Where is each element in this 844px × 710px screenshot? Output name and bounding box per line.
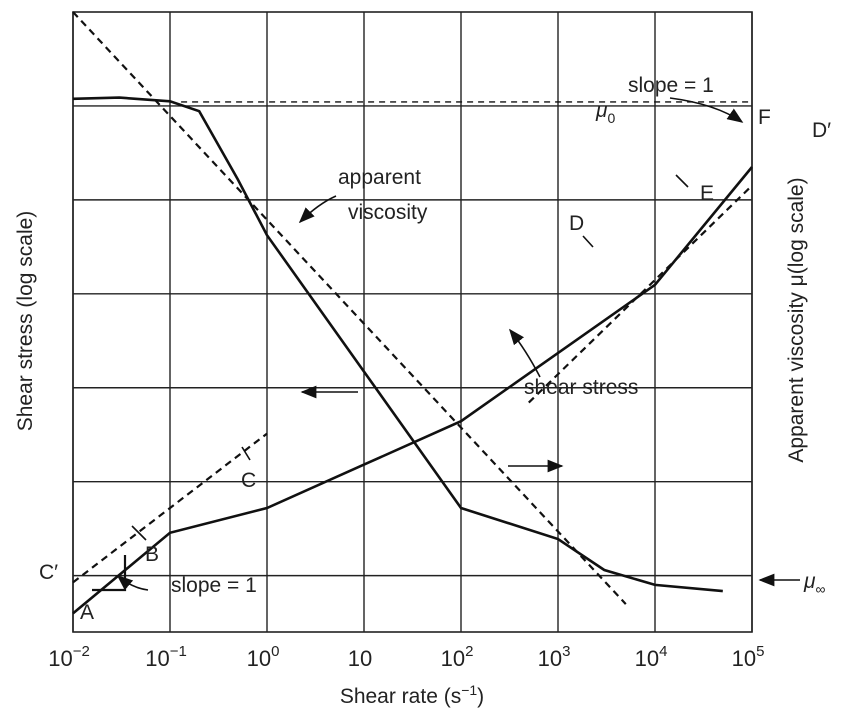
plot-frame <box>72 11 753 633</box>
grid <box>72 12 753 632</box>
point-c-label: C <box>241 469 256 492</box>
slope-top-pointer <box>669 97 744 123</box>
point-e-label: E <box>700 182 714 205</box>
x-tick-label-0: 10−2 <box>48 643 90 671</box>
x-tick-label-1: 10−1 <box>145 643 187 671</box>
x-tick-label-4: 102 <box>441 643 474 671</box>
point-d-prime-label: D′ <box>812 119 831 142</box>
point-b-tick <box>131 525 147 541</box>
point-e-tick <box>675 174 689 188</box>
x-tick-label-7: 105 <box>732 643 765 671</box>
point-d-label: D <box>569 212 584 235</box>
y-axis-label-left: Shear stress (log scale) <box>14 211 37 432</box>
point-a-label: A <box>80 601 94 624</box>
slope-triangle <box>92 555 127 592</box>
point-c-tick <box>241 446 251 461</box>
x-tick-labels: 10−2 10−1 100 10 102 103 104 105 <box>48 643 764 671</box>
apparent-viscosity-pointer <box>298 195 337 224</box>
x-tick-label-6: 104 <box>635 643 668 671</box>
x-tick-label-3: 10 <box>348 646 372 671</box>
x-tick-label-5: 103 <box>538 643 571 671</box>
shear-stress-pointer <box>509 328 541 378</box>
point-f-label: F <box>758 106 771 129</box>
slope-label-bottom: slope = 1 <box>171 574 257 597</box>
series-slope-1-tangent-low <box>72 432 268 584</box>
y-axis-label-right: Apparent viscosity μ(log scale) <box>785 177 808 462</box>
curves <box>72 11 754 615</box>
apparent-viscosity-label-1: apparent <box>338 166 421 189</box>
series-slope-1-tangent-high <box>528 184 753 404</box>
series-power-law-asymptote <box>72 11 627 605</box>
point-d-tick <box>582 235 594 248</box>
x-axis-label: Shear rate (s−1) <box>340 682 484 708</box>
x-tick-label-2: 100 <box>247 643 280 671</box>
mu0-label: μ0 <box>595 99 616 126</box>
series-shear-stress <box>72 166 754 615</box>
point-b-label: B <box>145 543 159 566</box>
series-apparent-viscosity <box>72 96 723 593</box>
mu-inf-label: μ∞ <box>803 570 826 597</box>
slope-bottom-pointer <box>116 574 149 591</box>
slope-label-top: slope = 1 <box>628 74 714 97</box>
shear-stress-label: shear stress <box>524 376 638 399</box>
point-c-prime-label: C′ <box>39 561 58 584</box>
apparent-viscosity-label-2: viscosity <box>348 201 428 224</box>
